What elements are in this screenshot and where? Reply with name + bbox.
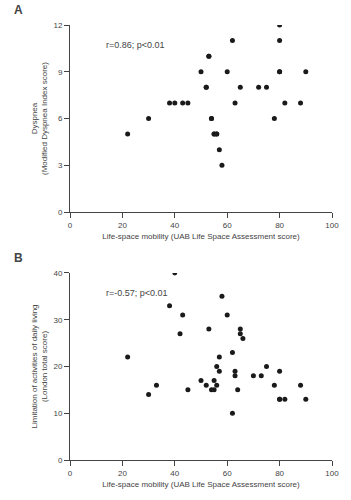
svg-text:0: 0 (58, 456, 63, 465)
svg-text:Limitation of activities of da: Limitation of activities of daily living… (30, 304, 49, 428)
svg-text:10: 10 (53, 409, 62, 418)
svg-text:60: 60 (223, 221, 232, 230)
svg-text:40: 40 (170, 469, 179, 478)
svg-text:40: 40 (170, 221, 179, 230)
svg-text:40: 40 (53, 269, 62, 278)
svg-text:Life-space mobility (UAB Life: Life-space mobility (UAB Life Space Asse… (102, 480, 300, 489)
svg-text:0: 0 (58, 208, 63, 217)
svg-text:20: 20 (118, 469, 127, 478)
svg-text:r=0.86; p<0.01: r=0.86; p<0.01 (106, 40, 165, 50)
svg-text:9: 9 (58, 68, 63, 77)
svg-text:3: 3 (58, 161, 63, 170)
svg-text:0: 0 (68, 469, 73, 478)
svg-text:100: 100 (325, 221, 339, 230)
svg-text:A: A (14, 3, 23, 17)
svg-text:Life-space mobility (UAB Life: Life-space mobility (UAB Life Space Asse… (102, 232, 300, 241)
svg-text:0: 0 (68, 221, 73, 230)
svg-text:100: 100 (325, 469, 339, 478)
svg-text:B: B (14, 251, 23, 265)
svg-text:60: 60 (223, 469, 232, 478)
svg-text:6: 6 (58, 114, 63, 123)
svg-text:Dyspnea(Modified Dyspnea Index: Dyspnea(Modified Dyspnea Index score) (30, 62, 49, 175)
svg-text:12: 12 (53, 21, 62, 30)
svg-text:30: 30 (53, 316, 62, 325)
svg-text:80: 80 (275, 221, 284, 230)
svg-text:80: 80 (275, 469, 284, 478)
svg-text:20: 20 (53, 362, 62, 371)
svg-text:r=-0.57; p<0.01: r=-0.57; p<0.01 (106, 288, 168, 298)
svg-text:20: 20 (118, 221, 127, 230)
